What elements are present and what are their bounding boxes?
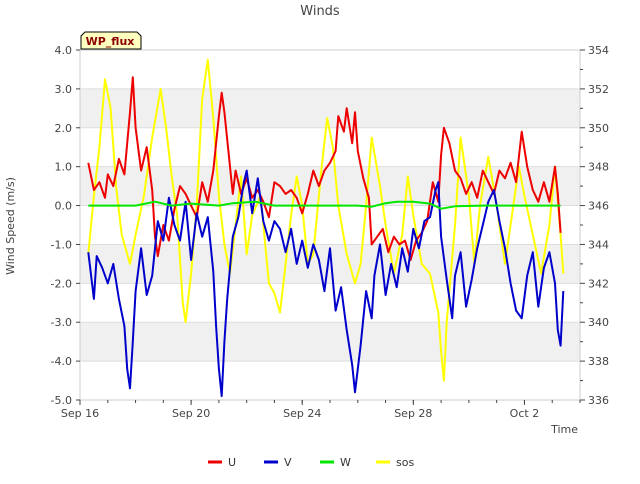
y2-tick-label: 336 [588,394,609,407]
legend-label-v: V [284,456,292,469]
y-tick-label: -5.0 [51,394,72,407]
background-band [80,166,580,206]
y-tick-label: -1.0 [51,238,72,251]
y-tick-label: 0.0 [55,200,73,213]
y-axis-label: Wind Speed (m/s) [4,177,17,275]
y2-tick-label: 348 [588,161,609,174]
series-line-v [87,169,565,398]
y2-tick-label: 342 [588,277,609,290]
series-line-w [88,200,561,210]
x-axis-label: Time [550,423,578,436]
y2-tick-label: 354 [588,44,609,57]
x-tick-label: Sep 20 [172,407,210,420]
y2-tick-label: 346 [588,200,609,213]
y2-tick-label: 338 [588,355,609,368]
y-tick-label: -3.0 [51,316,72,329]
y2-tick-label: 352 [588,83,609,96]
series-line-sos [87,58,565,382]
y-tick-label: -4.0 [51,355,72,368]
x-axis-ticks: Sep 16 Sep 20 Sep 24 Sep 28 Oct 2 [61,400,581,420]
legend-label-u: U [228,456,236,469]
badge-label: WP_flux [86,35,135,48]
y-tick-label: 2.0 [55,122,73,135]
badge-shape [80,31,142,50]
legend-label-sos: sos [396,456,414,469]
x-tick-label: Oct 2 [510,407,540,420]
series-line-u [87,76,562,261]
y-tick-label: 1.0 [55,161,73,174]
y-tick-label: 3.0 [55,83,73,96]
wp-flux-badge: WP_flux [80,31,142,50]
x-tick-label: Sep 16 [61,407,99,420]
y2-axis-ticks: 354 352 350 348 346 344 342 340 338 336 [580,44,609,407]
legend-label-w: W [340,456,351,469]
chart-title: Winds [300,4,340,19]
y-axis-ticks: 4.0 3.0 2.0 1.0 0.0 -1.0 -2.0 -3.0 -4.0 -5.0 [51,44,80,407]
x-tick-label: Sep 24 [283,407,321,420]
y-tick-label: -2.0 [51,277,72,290]
y2-tick-label: 344 [588,238,609,251]
y-tick-label: 4.0 [55,44,73,57]
series-layer [87,58,565,398]
background-band [80,322,580,362]
y2-tick-label: 340 [588,316,609,329]
y2-tick-label: 350 [588,122,609,135]
x-tick-label: Sep 28 [394,407,432,420]
